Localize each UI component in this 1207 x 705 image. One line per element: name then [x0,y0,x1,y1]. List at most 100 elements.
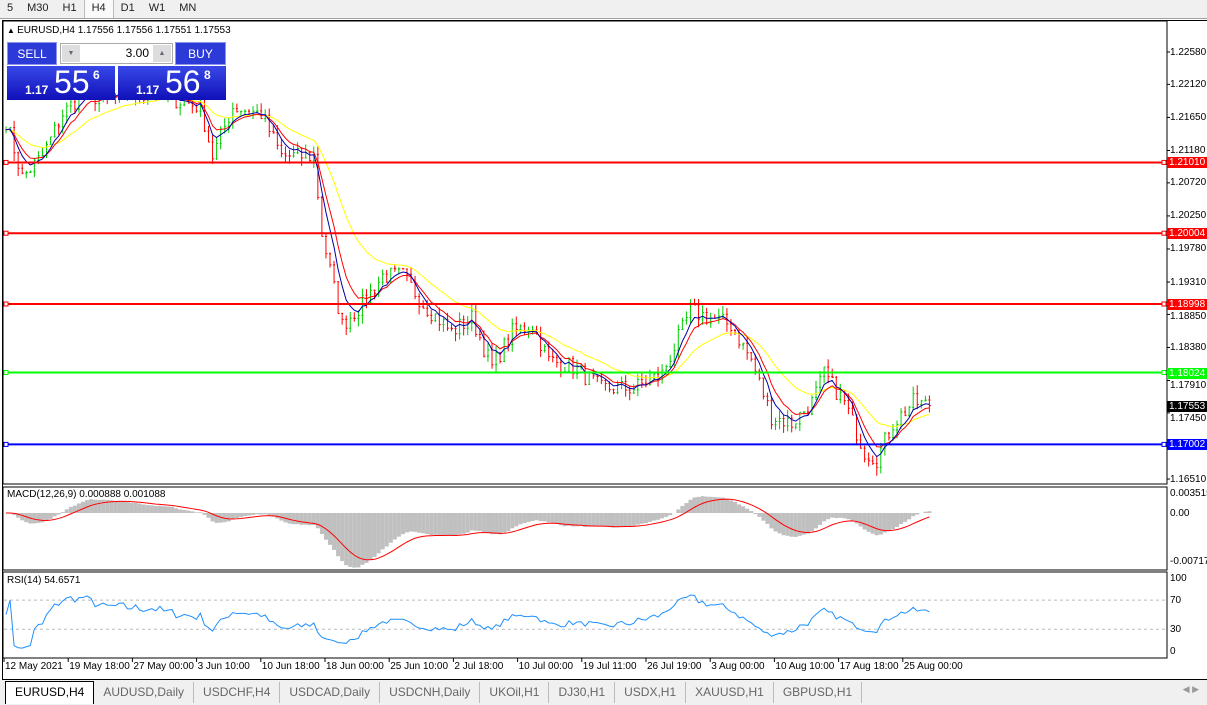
macd-bar [886,513,891,532]
buy-button[interactable]: BUY [175,42,226,65]
macd-bar [579,513,584,526]
macd-bar [680,505,685,513]
sell-price[interactable]: 1.17 55 6 [7,64,115,100]
rsi-axis-label: 100 [1170,572,1187,584]
line-handle[interactable] [1161,301,1167,307]
line-handle[interactable] [3,370,9,376]
tab-scroll-arrows-icon[interactable]: ◀ ▶ [1182,684,1199,694]
macd-bar [716,497,721,513]
line-handle[interactable] [1161,159,1167,165]
timeframe-h1[interactable]: H1 [62,2,77,14]
timeframe-toolbar: 5 M30 H1 H4 D1 W1 MN [0,0,1207,19]
lot-value[interactable]: 3.00 [125,46,149,60]
macd-bar [396,513,401,537]
macd-bar [291,513,296,525]
macd-bar [660,513,665,519]
tab-audusd-daily[interactable]: AUDUSD,Daily [94,682,195,703]
macd-bar [656,513,661,520]
macd-bar [44,513,49,521]
macd-bar [210,513,215,522]
macd-bar [234,513,239,519]
timeframe-d1[interactable]: D1 [120,2,135,14]
macd-bar [89,499,94,513]
tab-dj30-h1[interactable]: DJ30,H1 [549,682,616,703]
macd-bar [797,513,802,536]
macd-bar [437,513,442,536]
decrease-lot-icon[interactable]: ▼ [62,45,80,62]
macd-bar [611,513,616,528]
macd-bar [554,513,559,524]
macd-bar [753,513,758,515]
sell-button[interactable]: SELL [7,42,57,65]
timeframe-mn[interactable]: MN [179,2,197,14]
macd-axis-label: 0.003515 [1170,487,1207,499]
tab-usdx-h1[interactable]: USDX,H1 [615,682,687,703]
macd-bar [842,513,847,519]
macd-bar [214,513,219,523]
macd-bar [105,499,110,513]
time-axis-label: 10 Aug 10:00 [775,661,835,672]
macd-bar [117,500,122,513]
time-axis-label: 10 Jul 00:00 [518,661,574,672]
ma-mid-line [5,93,930,448]
macd-bar [400,513,405,535]
tab-eurusd-h4[interactable]: EURUSD,H4 [5,681,95,704]
time-axis-label: 10 Jun 18:00 [261,661,320,672]
macd-bar [793,513,798,537]
hline-price-label: 1.17002 [1167,439,1207,451]
timeframe-5[interactable]: 5 [7,2,14,14]
tab-usdchf-h4[interactable]: USDCHF,H4 [194,682,281,703]
line-handle[interactable] [3,301,9,307]
macd-bar [907,513,912,520]
macd-bar [599,513,604,527]
line-handle[interactable] [3,441,9,447]
timeframe-w1[interactable]: W1 [148,2,166,14]
buy-price[interactable]: 1.17 56 8 [118,64,226,100]
macd-bar [712,497,717,513]
macd-bar [287,513,292,524]
macd-bar [202,513,207,515]
macd-bar [166,506,171,513]
timeframe-h4[interactable]: H4 [83,0,114,18]
rsi-pane [2,571,1168,659]
macd-bar [80,501,85,513]
macd-bar [627,513,632,527]
macd-bar [153,506,158,513]
ma-fast-line [5,92,930,458]
line-handle[interactable] [3,159,9,165]
macd-bar [647,513,652,522]
line-handle[interactable] [1161,230,1167,236]
macd-bar [129,502,134,513]
macd-bar [834,513,839,519]
macd-bar [927,511,932,513]
time-axis-label: 2 Jul 18:00 [454,661,504,672]
macd-bar [522,513,527,524]
macd-bar [615,513,620,528]
macd-bar [923,511,928,513]
macd-bar [595,513,600,527]
timeframe-m30[interactable]: M30 [27,2,49,14]
macd-bar [546,513,551,523]
macd-bar [708,496,713,513]
macd-bar [814,513,819,529]
macd-bar [866,513,871,532]
tab-xauusd-h1[interactable]: XAUUSD,H1 [686,682,774,703]
macd-bar [307,513,312,526]
tab-usdcad-daily[interactable]: USDCAD,Daily [280,682,381,703]
macd-bar [445,513,450,536]
line-handle[interactable] [1161,370,1167,376]
triangle-up-icon[interactable]: ▲ [7,26,18,35]
macd-bar [676,509,681,513]
line-handle[interactable] [3,230,9,236]
lot-size-input[interactable]: ▼ 3.00 ▲ [60,43,173,64]
tab-usdcnh-daily[interactable]: USDCNH,Daily [380,682,481,703]
sell-price-big: 1.17 [25,83,49,97]
tab-ukoil-h1[interactable]: UKOil,H1 [480,682,550,703]
increase-lot-icon[interactable]: ▲ [153,45,171,62]
macd-bar [336,513,341,557]
macd-bar [157,505,162,513]
macd-bar [854,513,859,524]
line-handle[interactable] [1161,441,1167,447]
tab-gbpusd-h1[interactable]: GBPUSD,H1 [774,682,863,703]
